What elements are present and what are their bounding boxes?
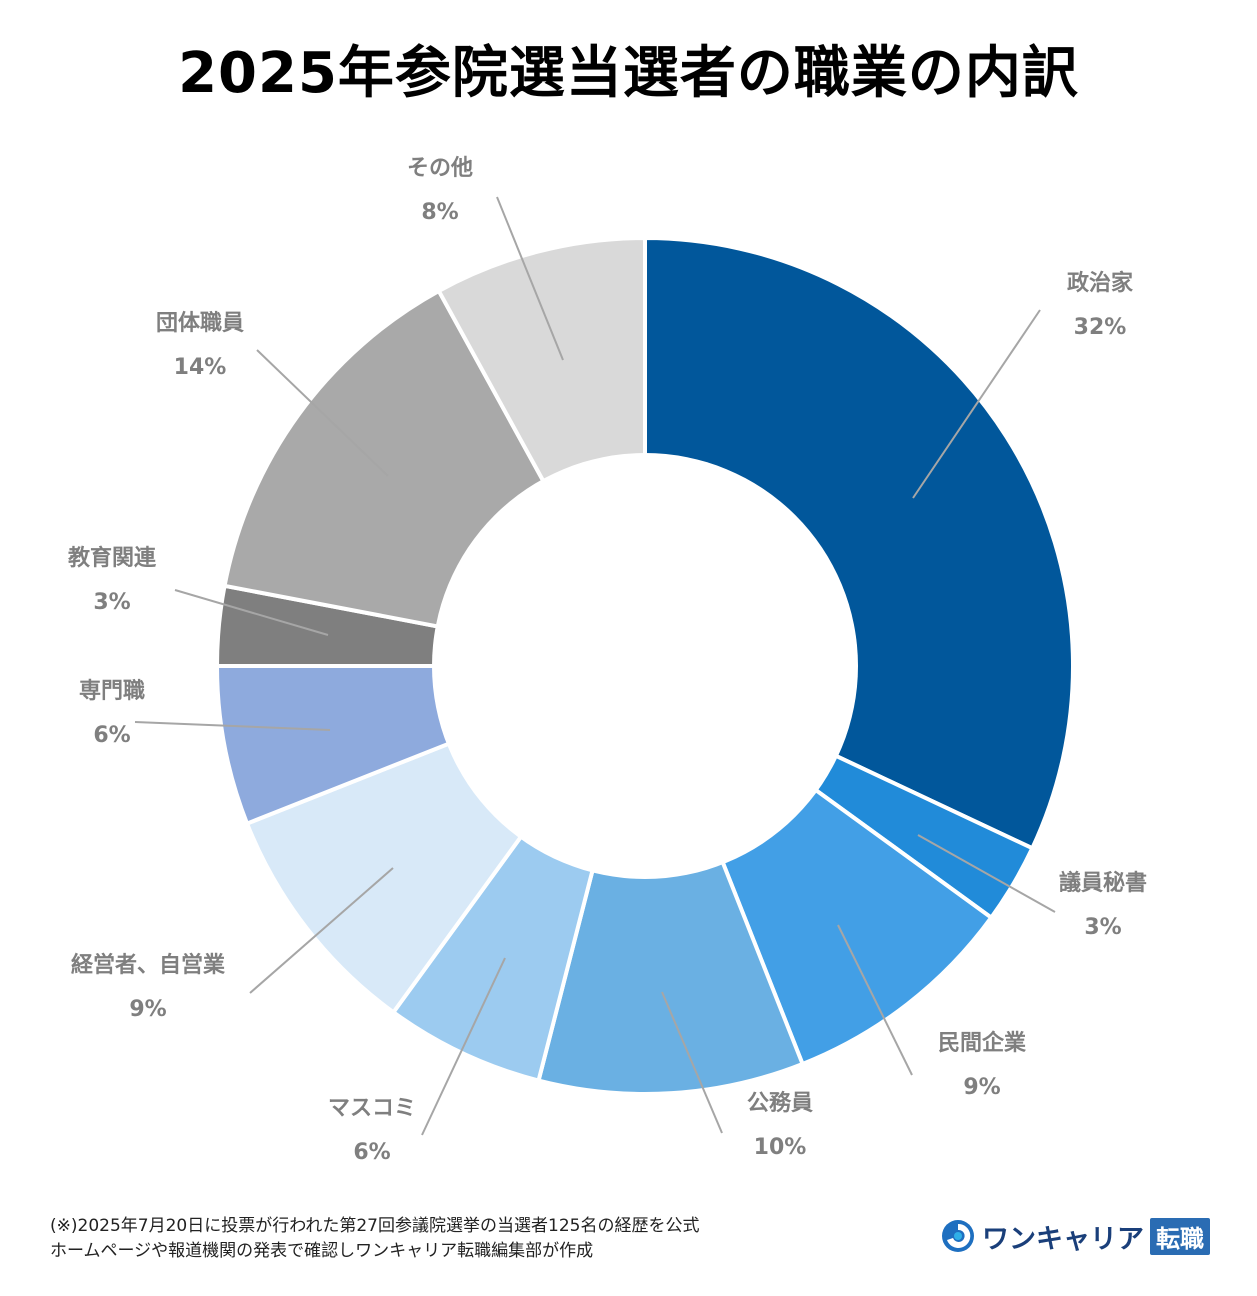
slice-value-6: 9%: [129, 997, 166, 1022]
slice-value-9: 14%: [174, 355, 227, 380]
slice-label-5: マスコミ: [328, 1096, 416, 1121]
slice-value-10: 8%: [421, 200, 458, 225]
brand-logo: ワンキャリア 転職: [940, 1217, 1210, 1255]
slice-label-10: その他: [407, 156, 473, 181]
slice-value-8: 3%: [93, 590, 130, 615]
slice-value-5: 6%: [353, 1140, 390, 1165]
slice-label-2: 議員秘書: [1059, 870, 1147, 896]
slice-value-2: 3%: [1084, 915, 1121, 940]
leader-lines: [134, 196, 1056, 1136]
slice-labels: 政治家 32% 議員秘書 3% 民間企業 9% 公務員 10% マスコミ 6% 経営者、自営業 9% 専…: [68, 156, 1147, 1165]
footnote: (※)2025年7月20日に投票が行われた第27回参議院選挙の当選者125名の経…: [50, 1214, 699, 1264]
slice-label-8: 教育関連: [68, 545, 157, 571]
slice-value-4: 10%: [754, 1135, 807, 1160]
slice-label-9: 団体職員: [156, 310, 244, 336]
leader-line-2: [917, 834, 1056, 913]
slice-4: [536, 659, 806, 1096]
chart-title: 2025年参院選当選者の職業の内訳: [178, 41, 1079, 106]
donut-chart: 政治家 32% 議員秘書 3% 民間企業 9% 公務員 10% マスコミ 6% 経営者、自営業 9% 専…: [68, 156, 1147, 1165]
leader-line-1: [912, 309, 1041, 499]
leader-line-8: [174, 589, 329, 636]
leader-line-6: [249, 867, 394, 994]
slice-label-1: 政治家: [1067, 270, 1134, 296]
leader-line-7: [134, 721, 331, 731]
brand-name: ワンキャリア: [982, 1223, 1144, 1255]
brand-tag: 転職: [1150, 1217, 1210, 1255]
leader-line-4: [661, 991, 723, 1134]
leader-line-3: [837, 924, 913, 1076]
leader-line-9: [256, 349, 389, 477]
slice-value-3: 9%: [963, 1075, 1000, 1100]
slice-value-1: 32%: [1074, 315, 1127, 340]
footnote-line-1: (※)2025年7月20日に投票が行われた第27回参議院選挙の当選者125名の経…: [50, 1216, 700, 1236]
slice-label-6: 経営者、自営業: [71, 952, 226, 978]
swirl-logo-icon: [942, 1220, 974, 1252]
leader-line-10: [496, 196, 564, 361]
slice-label-3: 民間企業: [938, 1030, 1027, 1056]
slice-label-7: 専門職: [79, 678, 145, 704]
donut-hole: [432, 453, 858, 879]
footnote-line-2: ホームページや報道機関の発表で確認しワンキャリア転職編集部が作成: [50, 1241, 594, 1261]
slice-value-7: 6%: [93, 723, 130, 748]
leader-line-5: [421, 957, 506, 1136]
slice-label-4: 公務員: [747, 1090, 813, 1116]
